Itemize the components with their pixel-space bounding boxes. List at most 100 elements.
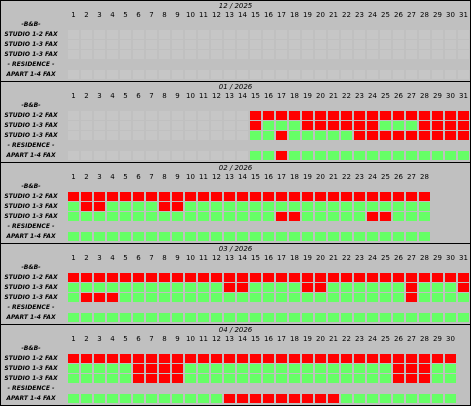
day-cell-unavailable[interactable] [120,70,132,79]
day-cell-booked[interactable] [198,192,210,201]
day-cell-unavailable[interactable] [172,151,184,160]
day-cell-available[interactable] [211,313,223,322]
day-cell-booked[interactable] [302,121,314,130]
day-cell-available[interactable] [276,121,288,130]
day-cell-unavailable[interactable] [289,70,301,79]
day-cell-unavailable[interactable] [159,50,171,59]
day-cell-unavailable[interactable] [172,121,184,130]
day-cell-available[interactable] [146,283,158,292]
day-cell-available[interactable] [237,364,249,373]
day-cell-available[interactable] [328,374,340,383]
day-cell-booked[interactable] [380,192,392,201]
day-cell-unavailable[interactable] [263,50,275,59]
day-cell-available[interactable] [432,293,444,302]
day-cell-unavailable[interactable] [445,50,457,59]
day-cell-booked[interactable] [81,354,93,363]
day-cell-available[interactable] [328,293,340,302]
day-cell-unavailable[interactable] [211,70,223,79]
day-cell-unavailable[interactable] [263,40,275,49]
day-cell-unavailable[interactable] [68,121,80,130]
day-cell-unavailable[interactable] [367,40,379,49]
day-cell-available[interactable] [107,212,119,221]
day-cell-available[interactable] [172,212,184,221]
day-cell-available[interactable] [406,121,418,130]
day-cell-available[interactable] [185,212,197,221]
day-cell-available[interactable] [198,364,210,373]
day-cell-unavailable[interactable] [315,40,327,49]
day-cell-booked[interactable] [81,192,93,201]
day-cell-booked[interactable] [406,111,418,120]
day-cell-unavailable[interactable] [224,50,236,59]
day-cell-booked[interactable] [393,354,405,363]
day-cell-unavailable[interactable] [120,131,132,140]
day-cell-unavailable[interactable] [81,121,93,130]
day-cell-available[interactable] [289,364,301,373]
day-cell-available[interactable] [81,212,93,221]
day-cell-unavailable[interactable] [458,50,470,59]
day-cell-available[interactable] [354,202,366,211]
day-cell-unavailable[interactable] [198,151,210,160]
day-cell-available[interactable] [224,374,236,383]
day-cell-unavailable[interactable] [133,50,145,59]
day-cell-available[interactable] [263,202,275,211]
day-cell-available[interactable] [315,374,327,383]
day-cell-unavailable[interactable] [107,151,119,160]
day-cell-booked[interactable] [393,273,405,282]
day-cell-unavailable[interactable] [94,111,106,120]
day-cell-unavailable[interactable] [68,131,80,140]
day-cell-unavailable[interactable] [380,30,392,39]
day-cell-available[interactable] [276,293,288,302]
day-cell-available[interactable] [133,293,145,302]
day-cell-available[interactable] [302,232,314,241]
day-cell-unavailable[interactable] [68,30,80,39]
day-cell-booked[interactable] [406,364,418,373]
day-cell-available[interactable] [81,232,93,241]
day-cell-available[interactable] [458,293,470,302]
day-cell-available[interactable] [263,313,275,322]
day-cell-available[interactable] [341,374,353,383]
day-cell-unavailable[interactable] [289,40,301,49]
day-cell-booked[interactable] [81,202,93,211]
day-cell-unavailable[interactable] [107,121,119,130]
day-cell-unavailable[interactable] [276,50,288,59]
day-cell-booked[interactable] [237,283,249,292]
day-cell-booked[interactable] [172,192,184,201]
day-cell-booked[interactable] [445,121,457,130]
day-cell-unavailable[interactable] [458,30,470,39]
day-cell-unavailable[interactable] [68,40,80,49]
day-cell-available[interactable] [120,232,132,241]
day-cell-available[interactable] [81,374,93,383]
day-cell-unavailable[interactable] [198,111,210,120]
day-cell-booked[interactable] [341,354,353,363]
day-cell-available[interactable] [146,202,158,211]
day-cell-booked[interactable] [94,202,106,211]
day-cell-available[interactable] [367,313,379,322]
day-cell-unavailable[interactable] [237,40,249,49]
day-cell-booked[interactable] [354,273,366,282]
day-cell-booked[interactable] [211,354,223,363]
day-cell-unavailable[interactable] [393,50,405,59]
day-cell-available[interactable] [120,202,132,211]
day-cell-available[interactable] [224,202,236,211]
day-cell-available[interactable] [224,232,236,241]
day-cell-booked[interactable] [380,273,392,282]
day-cell-unavailable[interactable] [81,30,93,39]
day-cell-unavailable[interactable] [354,50,366,59]
day-cell-available[interactable] [432,151,444,160]
day-cell-available[interactable] [185,313,197,322]
day-cell-unavailable[interactable] [302,40,314,49]
day-cell-booked[interactable] [159,273,171,282]
day-cell-unavailable[interactable] [419,40,431,49]
day-cell-unavailable[interactable] [81,111,93,120]
day-cell-unavailable[interactable] [94,40,106,49]
day-cell-available[interactable] [380,394,392,403]
day-cell-booked[interactable] [393,131,405,140]
day-cell-available[interactable] [198,293,210,302]
day-cell-booked[interactable] [185,273,197,282]
day-cell-booked[interactable] [315,273,327,282]
day-cell-booked[interactable] [289,212,301,221]
day-cell-available[interactable] [185,202,197,211]
day-cell-booked[interactable] [133,364,145,373]
day-cell-booked[interactable] [432,111,444,120]
day-cell-unavailable[interactable] [146,131,158,140]
